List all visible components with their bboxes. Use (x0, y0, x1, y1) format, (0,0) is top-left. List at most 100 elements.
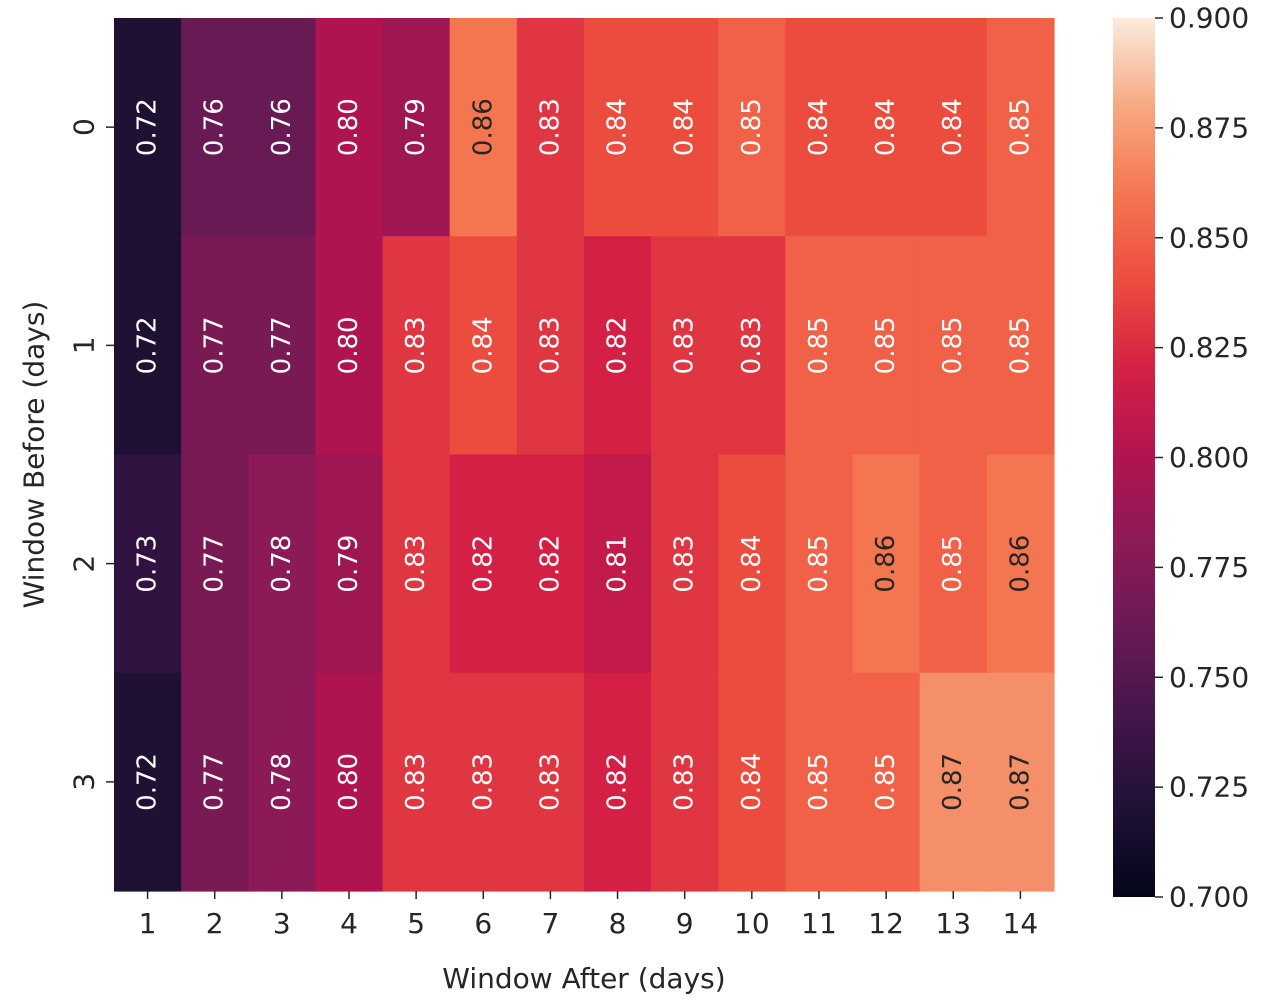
heatmap-cell (852, 454, 921, 674)
heatmap-cell (516, 672, 585, 892)
cell-value-label: 0.83 (401, 753, 431, 811)
cell-value-label: 0.85 (871, 753, 901, 811)
heatmap-cell (583, 672, 652, 892)
cell-value-label: 0.83 (535, 753, 565, 811)
cell-value-label: 0.72 (133, 753, 163, 811)
cell-value-label: 0.85 (1005, 98, 1035, 156)
cell-value-label: 0.79 (401, 98, 431, 156)
heatmap-cell (718, 236, 786, 456)
cell-value-label: 0.85 (1005, 316, 1035, 374)
heatmap-cell (516, 236, 585, 456)
heatmap-cell (181, 672, 249, 892)
colorbar-ticks: 0.700 0.725 0.750 0.775 0.800 0.825 0.850 0.875… (1155, 2, 1249, 914)
cell-value-label: 0.73 (133, 535, 163, 593)
cell-value-label: 0.84 (804, 98, 834, 156)
heatmap-cell (449, 236, 518, 456)
colorbar (1113, 18, 1155, 897)
cell-value-label: 0.78 (267, 535, 297, 593)
colorbar-tick-label: 0.725 (1169, 771, 1249, 804)
cell-value-label: 0.86 (468, 98, 498, 156)
x-tick-label: 7 (541, 907, 559, 940)
cell-value-label: 0.78 (267, 753, 297, 811)
heatmap-cell (852, 236, 921, 456)
cell-value-label: 0.83 (670, 316, 700, 374)
cell-value-label: 0.72 (133, 316, 163, 374)
cell-value-label: 0.83 (535, 98, 565, 156)
heatmap-cell (315, 672, 384, 892)
heatmap-cell-labels: 0.72 0.76 0.76 0.80 0.79 0.86 0.83 0.84 0.84 0.85… (133, 98, 1036, 811)
cell-value-label: 0.80 (334, 753, 364, 811)
colorbar-tick-label: 0.875 (1169, 111, 1249, 144)
cell-value-label: 0.79 (334, 535, 364, 593)
cell-value-label: 0.86 (1005, 535, 1035, 593)
heatmap-cell (382, 18, 451, 237)
cell-value-label: 0.85 (804, 753, 834, 811)
heatmap-cell (248, 454, 317, 674)
heatmap-cell (986, 672, 1055, 892)
heatmap-cells (114, 18, 1055, 892)
x-axis-label: Window After (days) (442, 962, 725, 995)
heatmap-cell (852, 672, 921, 892)
cell-value-label: 0.81 (603, 535, 633, 593)
x-tick-label: 14 (1003, 907, 1039, 940)
cell-value-label: 0.87 (938, 753, 968, 811)
cell-value-label: 0.85 (938, 316, 968, 374)
cell-value-label: 0.77 (267, 316, 297, 374)
cell-value-label: 0.83 (670, 753, 700, 811)
heatmap-cell (919, 18, 988, 237)
colorbar-tick-label: 0.850 (1169, 221, 1249, 254)
colorbar-tick-label: 0.750 (1169, 661, 1249, 694)
cell-value-label: 0.84 (938, 98, 968, 156)
heatmap-cell (583, 236, 652, 456)
heatmap-cell (181, 18, 249, 237)
heatmap-cell (449, 18, 518, 237)
cell-value-label: 0.77 (200, 316, 230, 374)
heatmap-cell (986, 454, 1055, 674)
x-tick-label: 6 (474, 907, 492, 940)
heatmap-cell (516, 454, 585, 674)
heatmap-cell (986, 18, 1055, 237)
cell-value-label: 0.84 (603, 98, 633, 156)
cell-value-label: 0.85 (804, 316, 834, 374)
x-tick-label: 4 (340, 907, 358, 940)
colorbar-tick-label: 0.825 (1169, 331, 1249, 364)
cell-value-label: 0.83 (401, 316, 431, 374)
x-tick-label: 1 (139, 907, 157, 940)
cell-value-label: 0.84 (670, 98, 700, 156)
colorbar-tick-label: 0.775 (1169, 551, 1249, 584)
heatmap-cell (785, 18, 854, 237)
heatmap-cell (919, 672, 988, 892)
heatmap-cell (248, 236, 317, 456)
cell-value-label: 0.80 (334, 98, 364, 156)
colorbar-tick-label: 0.800 (1169, 441, 1249, 474)
x-tick-label: 5 (407, 907, 425, 940)
heatmap-cell (986, 236, 1055, 456)
cell-value-label: 0.85 (938, 535, 968, 593)
cell-value-label: 0.86 (871, 535, 901, 593)
heatmap-cell (114, 18, 182, 237)
x-tick-label: 9 (676, 907, 694, 940)
cell-value-label: 0.83 (401, 535, 431, 593)
cell-value-label: 0.76 (200, 98, 230, 156)
heatmap-cell (852, 18, 921, 237)
heatmap-cell (919, 454, 988, 674)
heatmap-cell (785, 672, 854, 892)
heatmap-cell (583, 454, 652, 674)
cell-value-label: 0.85 (871, 316, 901, 374)
cell-value-label: 0.83 (737, 316, 767, 374)
x-tick-label: 13 (935, 907, 971, 940)
heatmap-cell (919, 236, 988, 456)
x-tick-label: 10 (734, 907, 770, 940)
cell-value-label: 0.83 (535, 316, 565, 374)
cell-value-label: 0.77 (200, 753, 230, 811)
cell-value-label: 0.76 (267, 98, 297, 156)
heatmap-cell (651, 236, 719, 456)
heatmap-cell (382, 236, 451, 456)
y-tick-label: 2 (68, 555, 101, 573)
cell-value-label: 0.87 (1005, 753, 1035, 811)
y-tick-label: 1 (68, 336, 101, 354)
heatmap-cell (516, 18, 585, 237)
heatmap-cell (449, 454, 518, 674)
cell-value-label: 0.84 (737, 753, 767, 811)
